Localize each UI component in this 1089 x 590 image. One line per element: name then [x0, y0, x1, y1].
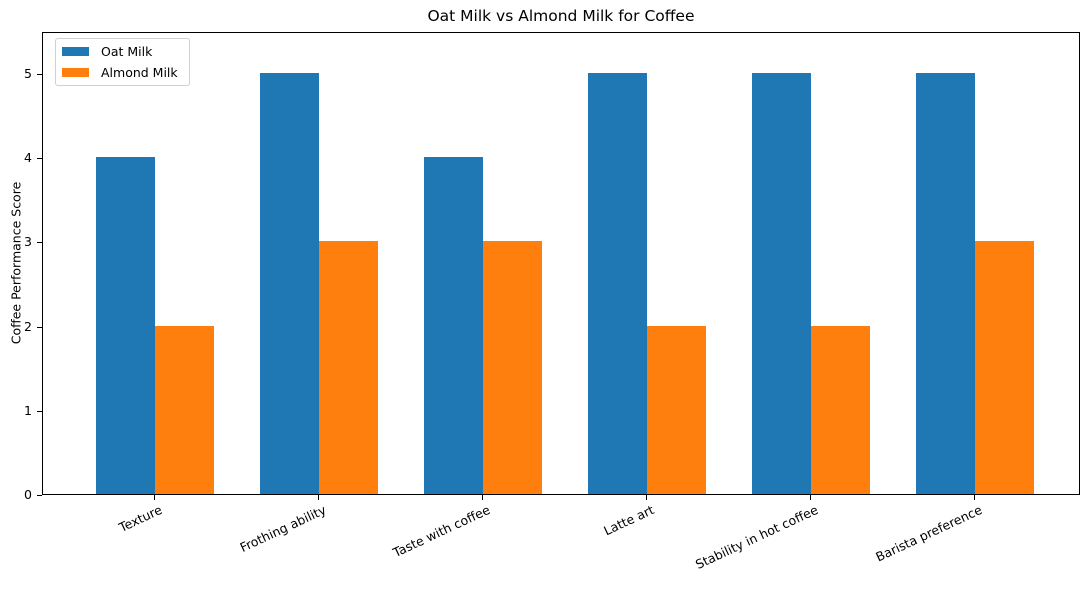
bar-almond-milk [647, 325, 706, 494]
x-tick-label: Stability in hot coffee [693, 502, 821, 572]
bar-oat-milk [96, 157, 155, 494]
y-tick-label: 2 [24, 318, 32, 334]
legend-label: Oat Milk [101, 43, 153, 59]
y-tick-mark [37, 495, 42, 496]
legend-item: Oat Milk [62, 43, 152, 59]
y-tick-mark [37, 74, 42, 76]
bar-almond-milk [975, 241, 1034, 494]
bar-oat-milk [916, 73, 975, 494]
x-tick-mark [482, 495, 483, 500]
y-tick-mark [37, 158, 42, 160]
bar-almond-milk [319, 241, 378, 494]
x-tick-mark [318, 495, 319, 500]
plot-area [42, 32, 1080, 495]
bar-oat-milk [424, 157, 483, 494]
bar-almond-milk [811, 325, 870, 494]
bar-oat-milk [260, 73, 319, 494]
y-tick-mark [37, 410, 42, 412]
legend-swatch-icon [62, 67, 89, 77]
y-axis-label: Coffee Performance Score [8, 181, 24, 345]
y-tick-label: 4 [24, 150, 32, 166]
legend: Oat Milk Almond Milk [55, 38, 190, 86]
x-tick-mark [974, 495, 975, 500]
x-tick-label: Barista preference [873, 502, 985, 565]
bar-oat-milk [752, 73, 811, 494]
x-tick-mark [646, 495, 647, 500]
legend-swatch-icon [62, 46, 89, 56]
bar-almond-milk [155, 325, 214, 494]
y-tick-label: 5 [24, 66, 32, 82]
x-tick-mark [810, 495, 811, 500]
x-tick-label: Frothing ability [237, 502, 329, 555]
y-tick-mark [37, 242, 42, 244]
bar-almond-milk [483, 241, 542, 494]
y-tick-mark [37, 326, 42, 328]
x-tick-label: Taste with coffee [390, 502, 493, 561]
bar-oat-milk [588, 73, 647, 494]
x-tick-label: Latte art [601, 502, 657, 539]
x-tick-mark [154, 495, 155, 500]
chart-title: Oat Milk vs Almond Milk for Coffee [427, 7, 695, 25]
y-tick-label: 3 [24, 234, 32, 250]
legend-label: Almond Milk [101, 64, 178, 80]
x-tick-label: Texture [116, 502, 165, 535]
legend-item: Almond Milk [62, 64, 178, 80]
y-tick-label: 1 [24, 402, 32, 418]
y-tick-label: 0 [24, 487, 32, 502]
